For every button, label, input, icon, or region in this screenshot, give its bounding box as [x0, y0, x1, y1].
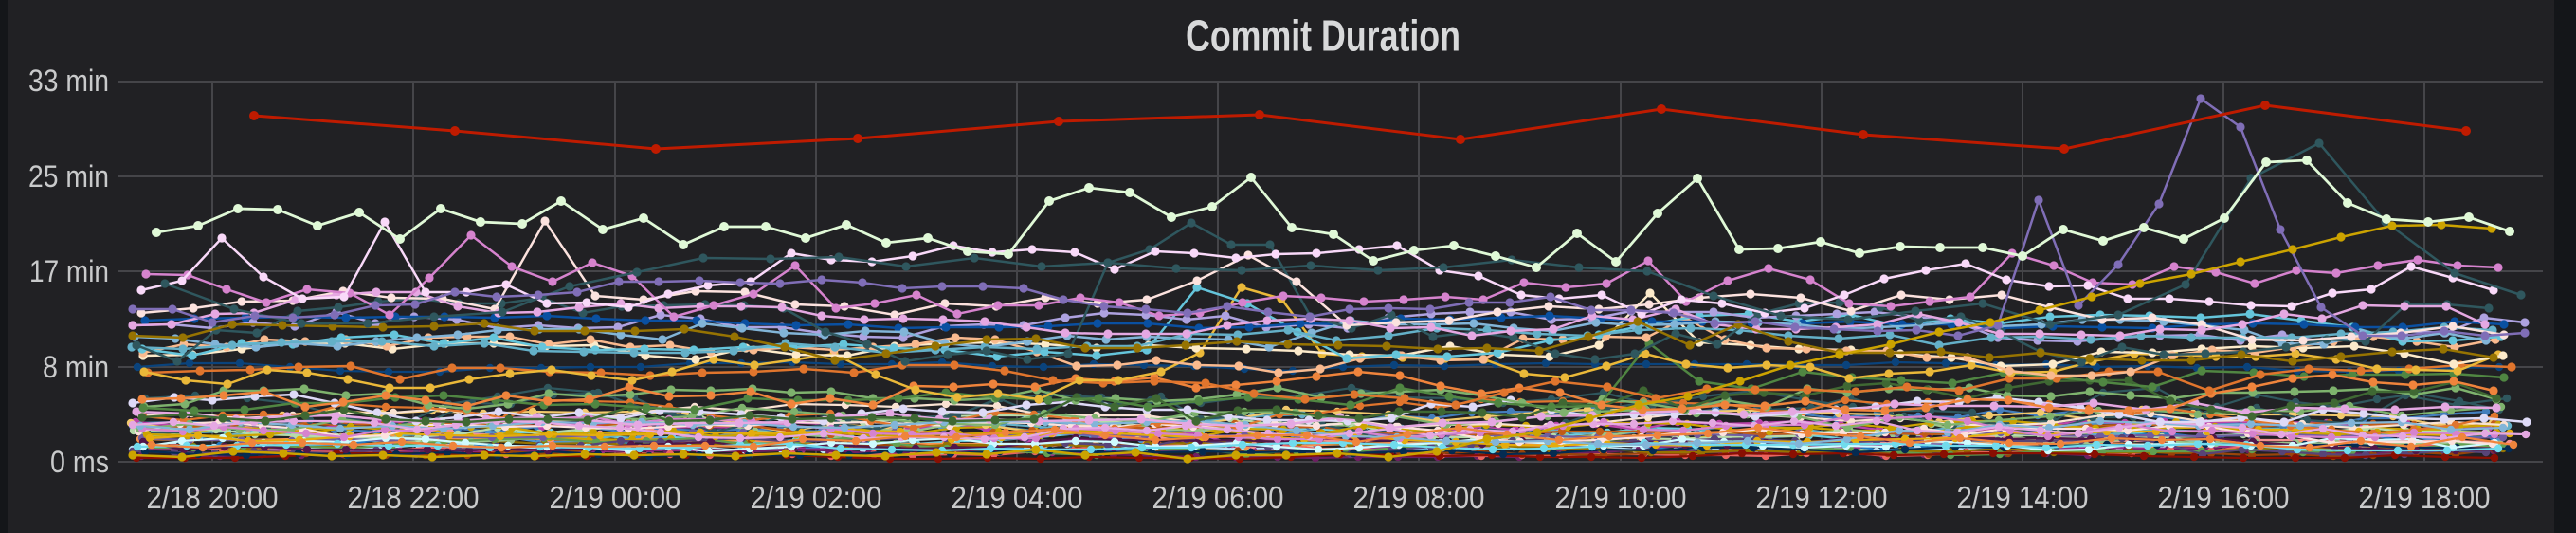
svg-text:2/19 02:00: 2/19 02:00 [751, 480, 882, 515]
svg-text:2/19 16:00: 2/19 16:00 [2158, 480, 2290, 515]
svg-text:2/18 20:00: 2/18 20:00 [147, 480, 279, 515]
svg-text:25 min: 25 min [28, 159, 109, 193]
svg-text:2/19 00:00: 2/19 00:00 [550, 480, 681, 515]
svg-text:2/19 08:00: 2/19 08:00 [1353, 480, 1485, 515]
svg-text:0 ms: 0 ms [50, 445, 109, 479]
svg-text:8 min: 8 min [43, 350, 109, 384]
svg-text:33 min: 33 min [28, 64, 109, 98]
svg-text:2/19 06:00: 2/19 06:00 [1152, 480, 1284, 515]
svg-text:2/19 12:00: 2/19 12:00 [1756, 480, 1888, 515]
svg-text:2/18 22:00: 2/18 22:00 [348, 480, 480, 515]
svg-text:2/19 14:00: 2/19 14:00 [1957, 480, 2089, 515]
svg-text:Commit Duration: Commit Duration [1186, 11, 1460, 61]
svg-text:2/19 18:00: 2/19 18:00 [2359, 480, 2491, 515]
svg-text:2/19 10:00: 2/19 10:00 [1555, 480, 1687, 515]
svg-text:17 min: 17 min [29, 254, 109, 288]
svg-text:2/19 04:00: 2/19 04:00 [952, 480, 1083, 515]
